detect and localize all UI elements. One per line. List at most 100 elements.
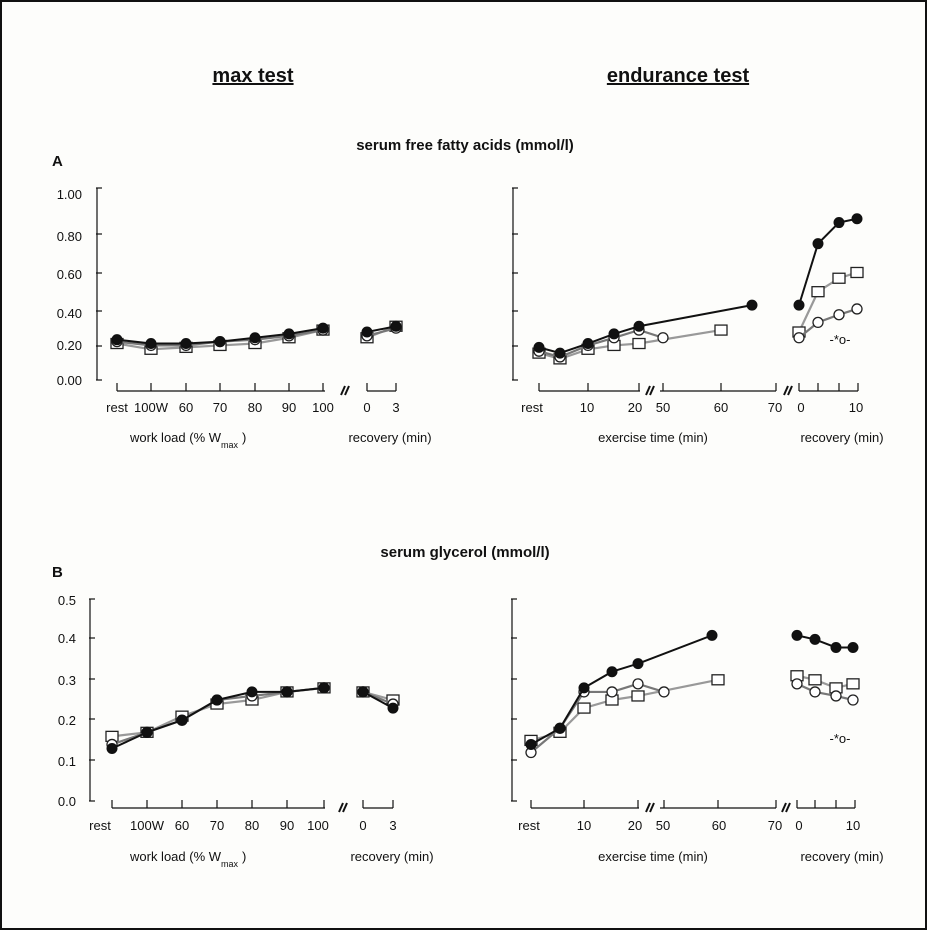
panel-b-etick-60: 60 (712, 818, 726, 833)
panel-a-ytick-08: 0.80 (57, 229, 82, 244)
endurance-recovery-B-open-circle-point-2 (830, 690, 842, 702)
endurance-recovery-B-filled-circle-point-1 (809, 633, 821, 645)
endurance-A-filled-circle-point-5 (746, 299, 758, 311)
panel-a-exercise-label: exercise time (min) (598, 430, 708, 445)
endurance-B-filled-circle-line (530, 634, 713, 746)
max-test-B-filled-circle-point-2 (176, 714, 188, 726)
max-test-A-filled-circle-point-4 (249, 332, 261, 344)
endurance-B-filled-circle-point-2 (578, 682, 590, 694)
panel-b-etick-10: 10 (577, 818, 591, 833)
endurance-recovery-B-open-circle-point-3 (847, 694, 859, 706)
panel-a-etick-10: 10 (580, 400, 594, 415)
panel-a-rec-tick-0: 0 (363, 400, 370, 415)
axis-break-1-0a (338, 802, 344, 813)
max-test-A-filled-circle-point-0 (111, 334, 123, 346)
panel-a-ytick-04: 0.40 (57, 306, 82, 321)
panel-b-xtick-90: 90 (280, 818, 294, 833)
panel-b-rrec-tick-0: 0 (795, 818, 802, 833)
max-test-B-filled-circle-point-5 (281, 686, 293, 698)
endurance-recovery-A-open-circle-point-0 (793, 332, 805, 344)
endurance-A-open-square-point-5 (714, 324, 728, 336)
axis-break-0-2a (783, 385, 789, 396)
panel-a-etick-rest: rest (521, 400, 543, 415)
endurance-recovery-B-filled-circle-point-0 (791, 629, 803, 641)
panel-a-etick-50: 50 (656, 400, 670, 415)
max-test-B-filled-circle-point-0 (106, 742, 118, 754)
endurance-recovery-A-open-square-point-2 (832, 272, 846, 284)
panel-b-etick-rest: rest (518, 818, 540, 833)
panel-a-xtick-rest: rest (106, 400, 128, 415)
endurance-A-filled-circle-point-2 (582, 338, 594, 350)
panel-b-ytick-02: 0.2 (58, 713, 76, 728)
max-test-A-filled-circle-point-2 (180, 338, 192, 350)
panel-b-xtick-100w: 100W (130, 818, 165, 833)
max-recovery-B-filled-circle-line (362, 691, 394, 709)
axes-layer (89, 187, 859, 813)
panel-a-xtick-100w: 100W (134, 400, 169, 415)
endurance-B-filled-circle-point-3 (606, 666, 618, 678)
endurance-B-open-circle-point-3 (606, 686, 618, 698)
endurance-recovery-A-open-square-point-3 (850, 266, 864, 279)
panel-b-annotation: -*o- (830, 731, 851, 746)
panel-b-rrec-tick-10: 10 (846, 818, 860, 833)
endurance-recovery-B-filled-circle-point-3 (847, 641, 859, 653)
endurance-B-filled-circle-point-5 (706, 629, 718, 641)
panel-a-etick-20: 20 (628, 400, 642, 415)
endurance-A-filled-circle-point-1 (554, 347, 566, 359)
data-layer (105, 213, 864, 759)
endurance-recovery-B-open-square-point-3 (846, 678, 860, 690)
panel-b-exercise-label: exercise time (min) (598, 849, 708, 864)
panel-a-workload-label: work load (% Wmax) (129, 430, 246, 450)
panel-b-etick-20: 20 (628, 818, 642, 833)
axis-break-1-2a (781, 802, 787, 813)
max-test-B-filled-circle-point-1 (141, 726, 153, 738)
axis-break-1-1a (645, 802, 651, 813)
max-test-B-filled-circle-point-3 (211, 694, 223, 706)
endurance-recovery-B-open-square-point-1 (808, 674, 822, 686)
panel-a-ytick-06: 0.60 (57, 267, 82, 282)
endurance-recovery-A-open-square-point-1 (811, 286, 825, 298)
panel-a-xtick-60: 60 (179, 400, 193, 415)
endurance-recovery-A-open-circle-point-2 (833, 309, 845, 321)
panel-b-recovery-label-left: recovery (min) (350, 849, 433, 864)
panel-b-title: serum glycerol (mmol/l) (380, 544, 549, 561)
endurance-recovery-B-open-circle-point-0 (791, 678, 803, 690)
endurance-recovery-A-filled-circle-line (798, 217, 858, 306)
panel-b-ytick-05: 0.5 (58, 593, 76, 608)
max-test-A-filled-circle-point-5 (283, 328, 295, 340)
panel-a-rec-tick-3: 3 (392, 400, 399, 415)
header-endurance-test: endurance test (607, 65, 750, 87)
panel-a-xtick-80: 80 (248, 400, 262, 415)
endurance-A-open-square-point-4 (632, 337, 646, 350)
endurance-recovery-B-open-circle-point-1 (809, 686, 821, 698)
panel-a-title: serum free fatty acids (mmol/l) (356, 137, 574, 154)
axis-break-1-2b (785, 802, 791, 813)
endurance-B-open-circle-point-5 (658, 686, 670, 698)
endurance-recovery-A-filled-circle-point-2 (833, 217, 845, 229)
panel-b-xtick-80: 80 (245, 818, 259, 833)
endurance-recovery-A-open-circle-point-3 (851, 303, 863, 315)
endurance-recovery-B-filled-circle-line (796, 634, 853, 649)
endurance-B-open-circle-point-4 (632, 678, 644, 690)
max-recovery-B-filled-circle-point-1 (387, 702, 399, 714)
axis-break-1-1b (649, 802, 655, 813)
panel-b-ytick-01: 0.1 (58, 754, 76, 769)
max-recovery-B-filled-circle-point-0 (357, 686, 369, 698)
panel-b-ytick-04: 0.4 (58, 631, 76, 646)
panel-a-rrec-tick-10: 10 (849, 400, 863, 415)
panel-b-workload-label: work load (% Wmax) (129, 849, 246, 869)
panel-b-etick-70: 70 (768, 818, 782, 833)
panel-b-rec-tick-0: 0 (359, 818, 366, 833)
endurance-A-open-circle-point-5 (657, 332, 669, 344)
panel-b-xtick-rest: rest (89, 818, 111, 833)
endurance-B-open-square-point-2 (577, 702, 591, 714)
endurance-recovery-B-filled-circle-point-2 (830, 641, 842, 653)
max-recovery-A-filled-circle-point-1 (390, 320, 402, 332)
panel-a-etick-70: 70 (768, 400, 782, 415)
axis-break-0-2b (787, 385, 793, 396)
header-max-test: max test (212, 65, 293, 87)
endurance-recovery-A-open-circle-line (798, 307, 858, 339)
endurance-B-open-square-point-5 (711, 674, 725, 686)
axis-break-0-0b (344, 385, 350, 396)
